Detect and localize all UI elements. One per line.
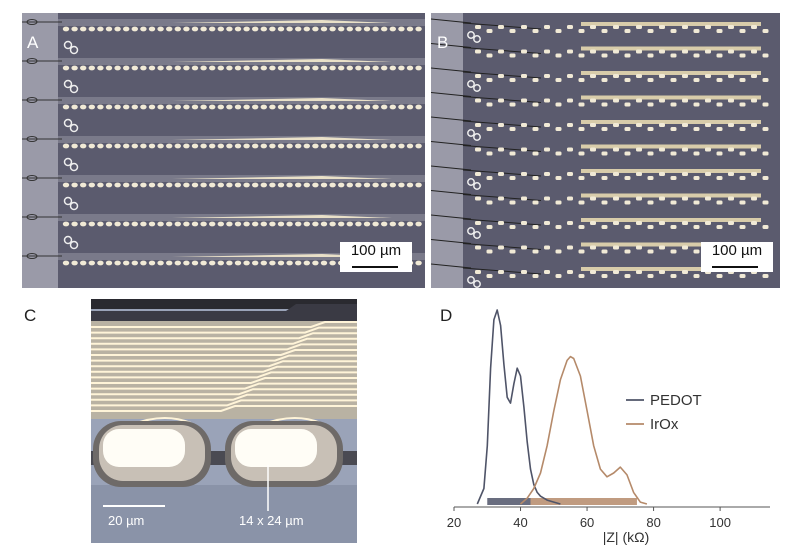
legend-label-irox: IrOx <box>650 416 679 433</box>
impedance-chart: 20 40 60 80 100 PEDOT IrOx |Z| (kΩ) <box>447 309 770 545</box>
panel-d-label: D <box>440 306 453 325</box>
series-line-pedot <box>476 309 561 505</box>
series-line-irox <box>519 355 648 505</box>
range-bar-pedot <box>487 498 531 505</box>
panel-a-micrograph <box>22 13 425 288</box>
legend-label-pedot: PEDOT <box>650 392 702 409</box>
panel-c-label: C <box>24 306 37 325</box>
x-tick-label-80: 80 <box>646 515 660 530</box>
range-bar-irox <box>530 498 637 505</box>
x-tick-label-60: 60 <box>580 515 594 530</box>
x-tick-label-20: 20 <box>447 515 461 530</box>
x-tick-label-100: 100 <box>709 515 731 530</box>
electrode-pad-left <box>93 421 211 487</box>
panel-c-micrograph <box>91 299 357 543</box>
electrode-pad-right <box>225 421 343 487</box>
panel-c-size-label: 14 x 24 µm <box>239 513 304 528</box>
x-axis-label: |Z| (kΩ) <box>603 529 650 545</box>
panel-b-scale-bar <box>712 266 758 268</box>
panel-b-label: B <box>437 33 449 52</box>
panel-a-scale-bar <box>352 266 398 268</box>
panel-a-label: A <box>27 33 39 52</box>
x-tick-label-40: 40 <box>513 515 527 530</box>
panel-c-scale-label: 20 µm <box>108 513 145 528</box>
